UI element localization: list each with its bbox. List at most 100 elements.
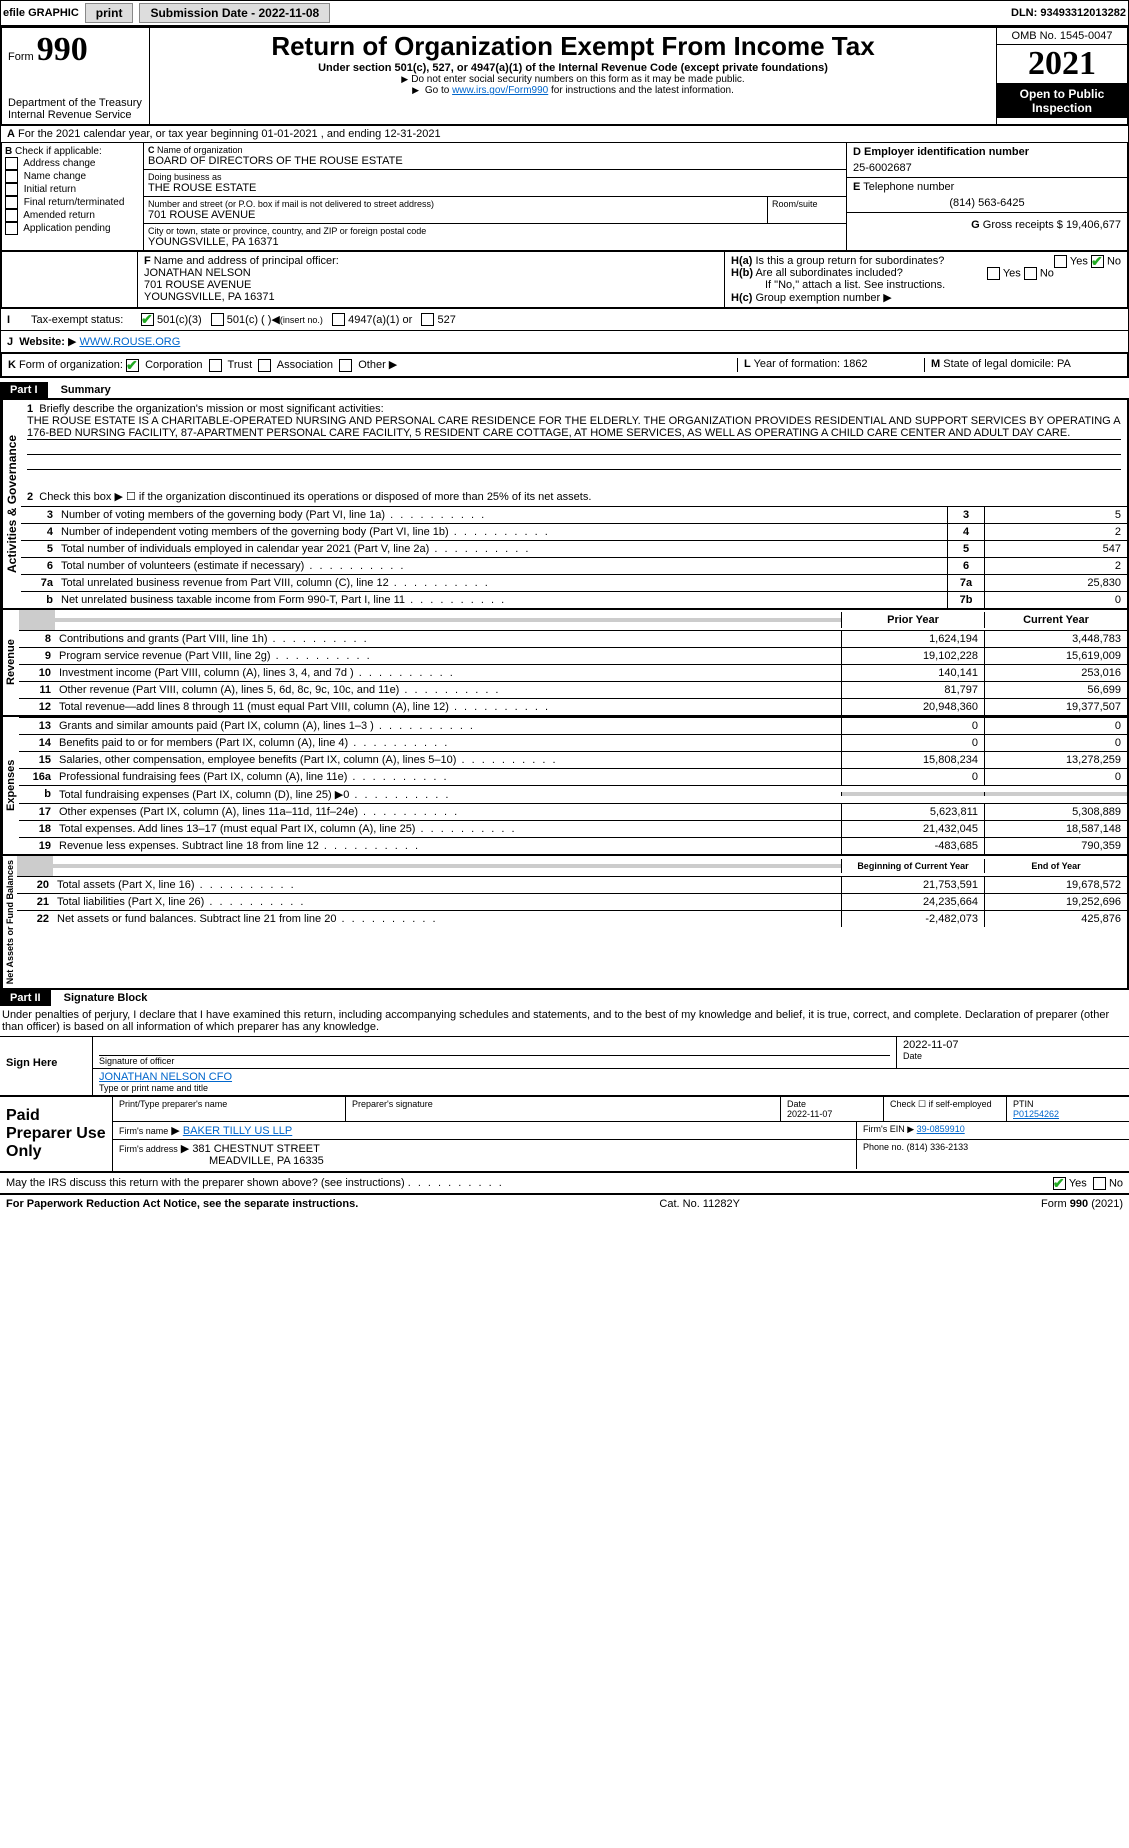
m-lbl: State of legal domicile: — [943, 358, 1054, 370]
k-other-checkbox[interactable] — [339, 359, 352, 372]
line2-text: Check this box ▶ ☐ if the organization d… — [39, 491, 591, 503]
d-lbl: Employer identification number — [864, 146, 1029, 158]
form-footer: Form 990 (2021) — [1041, 1198, 1123, 1210]
hb-no-checkbox[interactable] — [1024, 267, 1037, 280]
side-expenses: Expenses — [2, 717, 19, 854]
g-lbl: Gross receipts $ — [983, 219, 1063, 231]
firm-addr-lbl: Firm's address — [119, 1144, 178, 1154]
i-501c3-checkbox[interactable] — [141, 313, 154, 326]
part-i-body: Activities & Governance 1 Briefly descri… — [0, 398, 1129, 610]
j-row: J Website: ▶ WWW.ROUSE.ORG — [0, 331, 1129, 353]
prep-sig-lbl: Preparer's signature — [345, 1097, 780, 1121]
part-ii-hdr: Part II — [0, 990, 51, 1006]
firm-ein-lbl: Firm's EIN — [863, 1124, 905, 1134]
part-ii-title: Signature Block — [54, 992, 148, 1004]
cat-no: Cat. No. 11282Y — [358, 1198, 1041, 1210]
paperwork-notice: For Paperwork Reduction Act Notice, see … — [6, 1198, 358, 1210]
sign-here-block: Sign Here Signature of officer 2022-11-0… — [0, 1037, 1129, 1097]
ha-no-checkbox[interactable] — [1091, 255, 1104, 268]
line-5: 5Total number of individuals employed in… — [21, 540, 1127, 557]
j-lbl: Website: — [19, 336, 65, 348]
line-7a: 7aTotal unrelated business revenue from … — [21, 574, 1127, 591]
dba-value: THE ROUSE ESTATE — [148, 182, 842, 194]
firm-name-link[interactable]: BAKER TILLY US LLP — [183, 1125, 292, 1137]
netassets-section: Net Assets or Fund Balances Beginning of… — [0, 856, 1129, 990]
line-13: 13Grants and similar amounts paid (Part … — [19, 717, 1127, 734]
hb-lbl: Are all subordinates included? — [755, 267, 902, 279]
phone-no-lbl: Phone no. — [863, 1142, 904, 1152]
prior-year-hdr: Prior Year — [841, 612, 984, 628]
instructions-link[interactable]: www.irs.gov/Form990 — [452, 85, 548, 96]
website-link[interactable]: WWW.ROUSE.ORG — [79, 336, 180, 348]
i-4947-checkbox[interactable] — [332, 313, 345, 326]
warn-ssn: Do not enter social security numbers on … — [156, 74, 990, 85]
hc-lbl: Group exemption number — [755, 292, 880, 304]
line-14: 14Benefits paid to or for members (Part … — [19, 734, 1127, 751]
part-i-title: Summary — [51, 384, 111, 396]
dln-label: DLN: 93493312013282 — [1011, 7, 1126, 19]
open-public-label: Open to Public Inspection — [997, 84, 1127, 118]
line-21: 21Total liabilities (Part X, line 26)24,… — [17, 893, 1127, 910]
block-b-h: B Check if applicable: Address change Na… — [0, 143, 1129, 252]
line-19: 19Revenue less expenses. Subtract line 1… — [19, 837, 1127, 854]
b-checkbox-5[interactable] — [5, 222, 18, 235]
print-button[interactable]: print — [85, 3, 134, 23]
dba-lbl: Doing business as — [148, 172, 842, 182]
b-checkbox-2[interactable] — [5, 183, 18, 196]
officer-sign-name[interactable]: JONATHAN NELSON CFO — [99, 1071, 1123, 1083]
ptin-lbl: PTIN — [1013, 1099, 1034, 1109]
part-i-hdr: Part I — [0, 382, 48, 398]
i-lbl: Tax-exempt status: — [31, 314, 141, 326]
ha-yes-checkbox[interactable] — [1054, 255, 1067, 268]
i-527-checkbox[interactable] — [421, 313, 434, 326]
line-20: 20Total assets (Part X, line 16)21,753,5… — [17, 876, 1127, 893]
self-emp: Check ☐ if self-employed — [883, 1097, 1006, 1121]
part-i-header: Part I Summary — [0, 382, 1129, 398]
officer-addr1: 701 ROUSE AVENUE — [144, 279, 251, 291]
line-16a: 16aProfessional fundraising fees (Part I… — [19, 768, 1127, 785]
k-trust-checkbox[interactable] — [209, 359, 222, 372]
state-domicile: PA — [1057, 358, 1071, 370]
firm-ein-link[interactable]: 39-0859910 — [917, 1124, 965, 1134]
line-a-text: For the 2021 calendar year, or tax year … — [18, 128, 441, 140]
line-6: 6Total number of volunteers (estimate if… — [21, 557, 1127, 574]
b-checkbox-4[interactable] — [5, 209, 18, 222]
beg-year-hdr: Beginning of Current Year — [841, 859, 984, 873]
officer-addr2: YOUNGSVILLE, PA 16371 — [144, 291, 275, 303]
ptin-link[interactable]: P01254262 — [1013, 1109, 1059, 1119]
line1-lbl: Briefly describe the organization's miss… — [39, 403, 383, 415]
sig-date: 2022-11-07 — [903, 1039, 1123, 1051]
i-501c-checkbox[interactable] — [211, 313, 224, 326]
b-checkbox-1[interactable] — [5, 170, 18, 183]
line-17: 17Other expenses (Part IX, column (A), l… — [19, 803, 1127, 820]
line-a: A For the 2021 calendar year, or tax yea… — [0, 126, 1129, 143]
current-year-hdr: Current Year — [984, 612, 1127, 628]
part-ii-header: Part II Signature Block — [0, 990, 1129, 1006]
k-corp-checkbox[interactable] — [126, 359, 139, 372]
addr-value: 701 ROUSE AVENUE — [148, 209, 763, 221]
hb-yes-checkbox[interactable] — [987, 267, 1000, 280]
side-governance: Activities & Governance — [2, 400, 21, 608]
k-assoc-checkbox[interactable] — [258, 359, 271, 372]
discuss-no-checkbox[interactable] — [1093, 1177, 1106, 1190]
revenue-section: Revenue Prior Year Current Year 8Contrib… — [0, 610, 1129, 717]
e-lbl: Telephone number — [863, 181, 954, 193]
warn2-pre: Go to — [425, 85, 452, 96]
type-name-lbl: Type or print name and title — [99, 1083, 1123, 1093]
klm-row: K Form of organization: Corporation Trus… — [0, 353, 1129, 378]
form-label: Form — [8, 51, 34, 63]
form-subtitle: Under section 501(c), 527, or 4947(a)(1)… — [156, 62, 990, 74]
line-4: 4Number of independent voting members of… — [21, 523, 1127, 540]
submission-date-button[interactable]: Submission Date - 2022-11-08 — [139, 3, 330, 23]
phone-value: (814) 563-6425 — [853, 197, 1121, 209]
topbar: efile GRAPHIC print Submission Date - 20… — [0, 0, 1129, 26]
city-lbl: City or town, state or province, country… — [148, 226, 842, 236]
prep-date: 2022-11-07 — [787, 1109, 832, 1119]
discuss-yes-checkbox[interactable] — [1053, 1177, 1066, 1190]
b-checkbox-3[interactable] — [5, 196, 18, 209]
line-b: bNet unrelated business taxable income f… — [21, 591, 1127, 608]
sig-officer-lbl: Signature of officer — [99, 1056, 890, 1066]
addr-lbl: Number and street (or P.O. box if mail i… — [148, 199, 763, 209]
b-checkbox-0[interactable] — [5, 157, 18, 170]
rev-num-header — [19, 610, 55, 630]
